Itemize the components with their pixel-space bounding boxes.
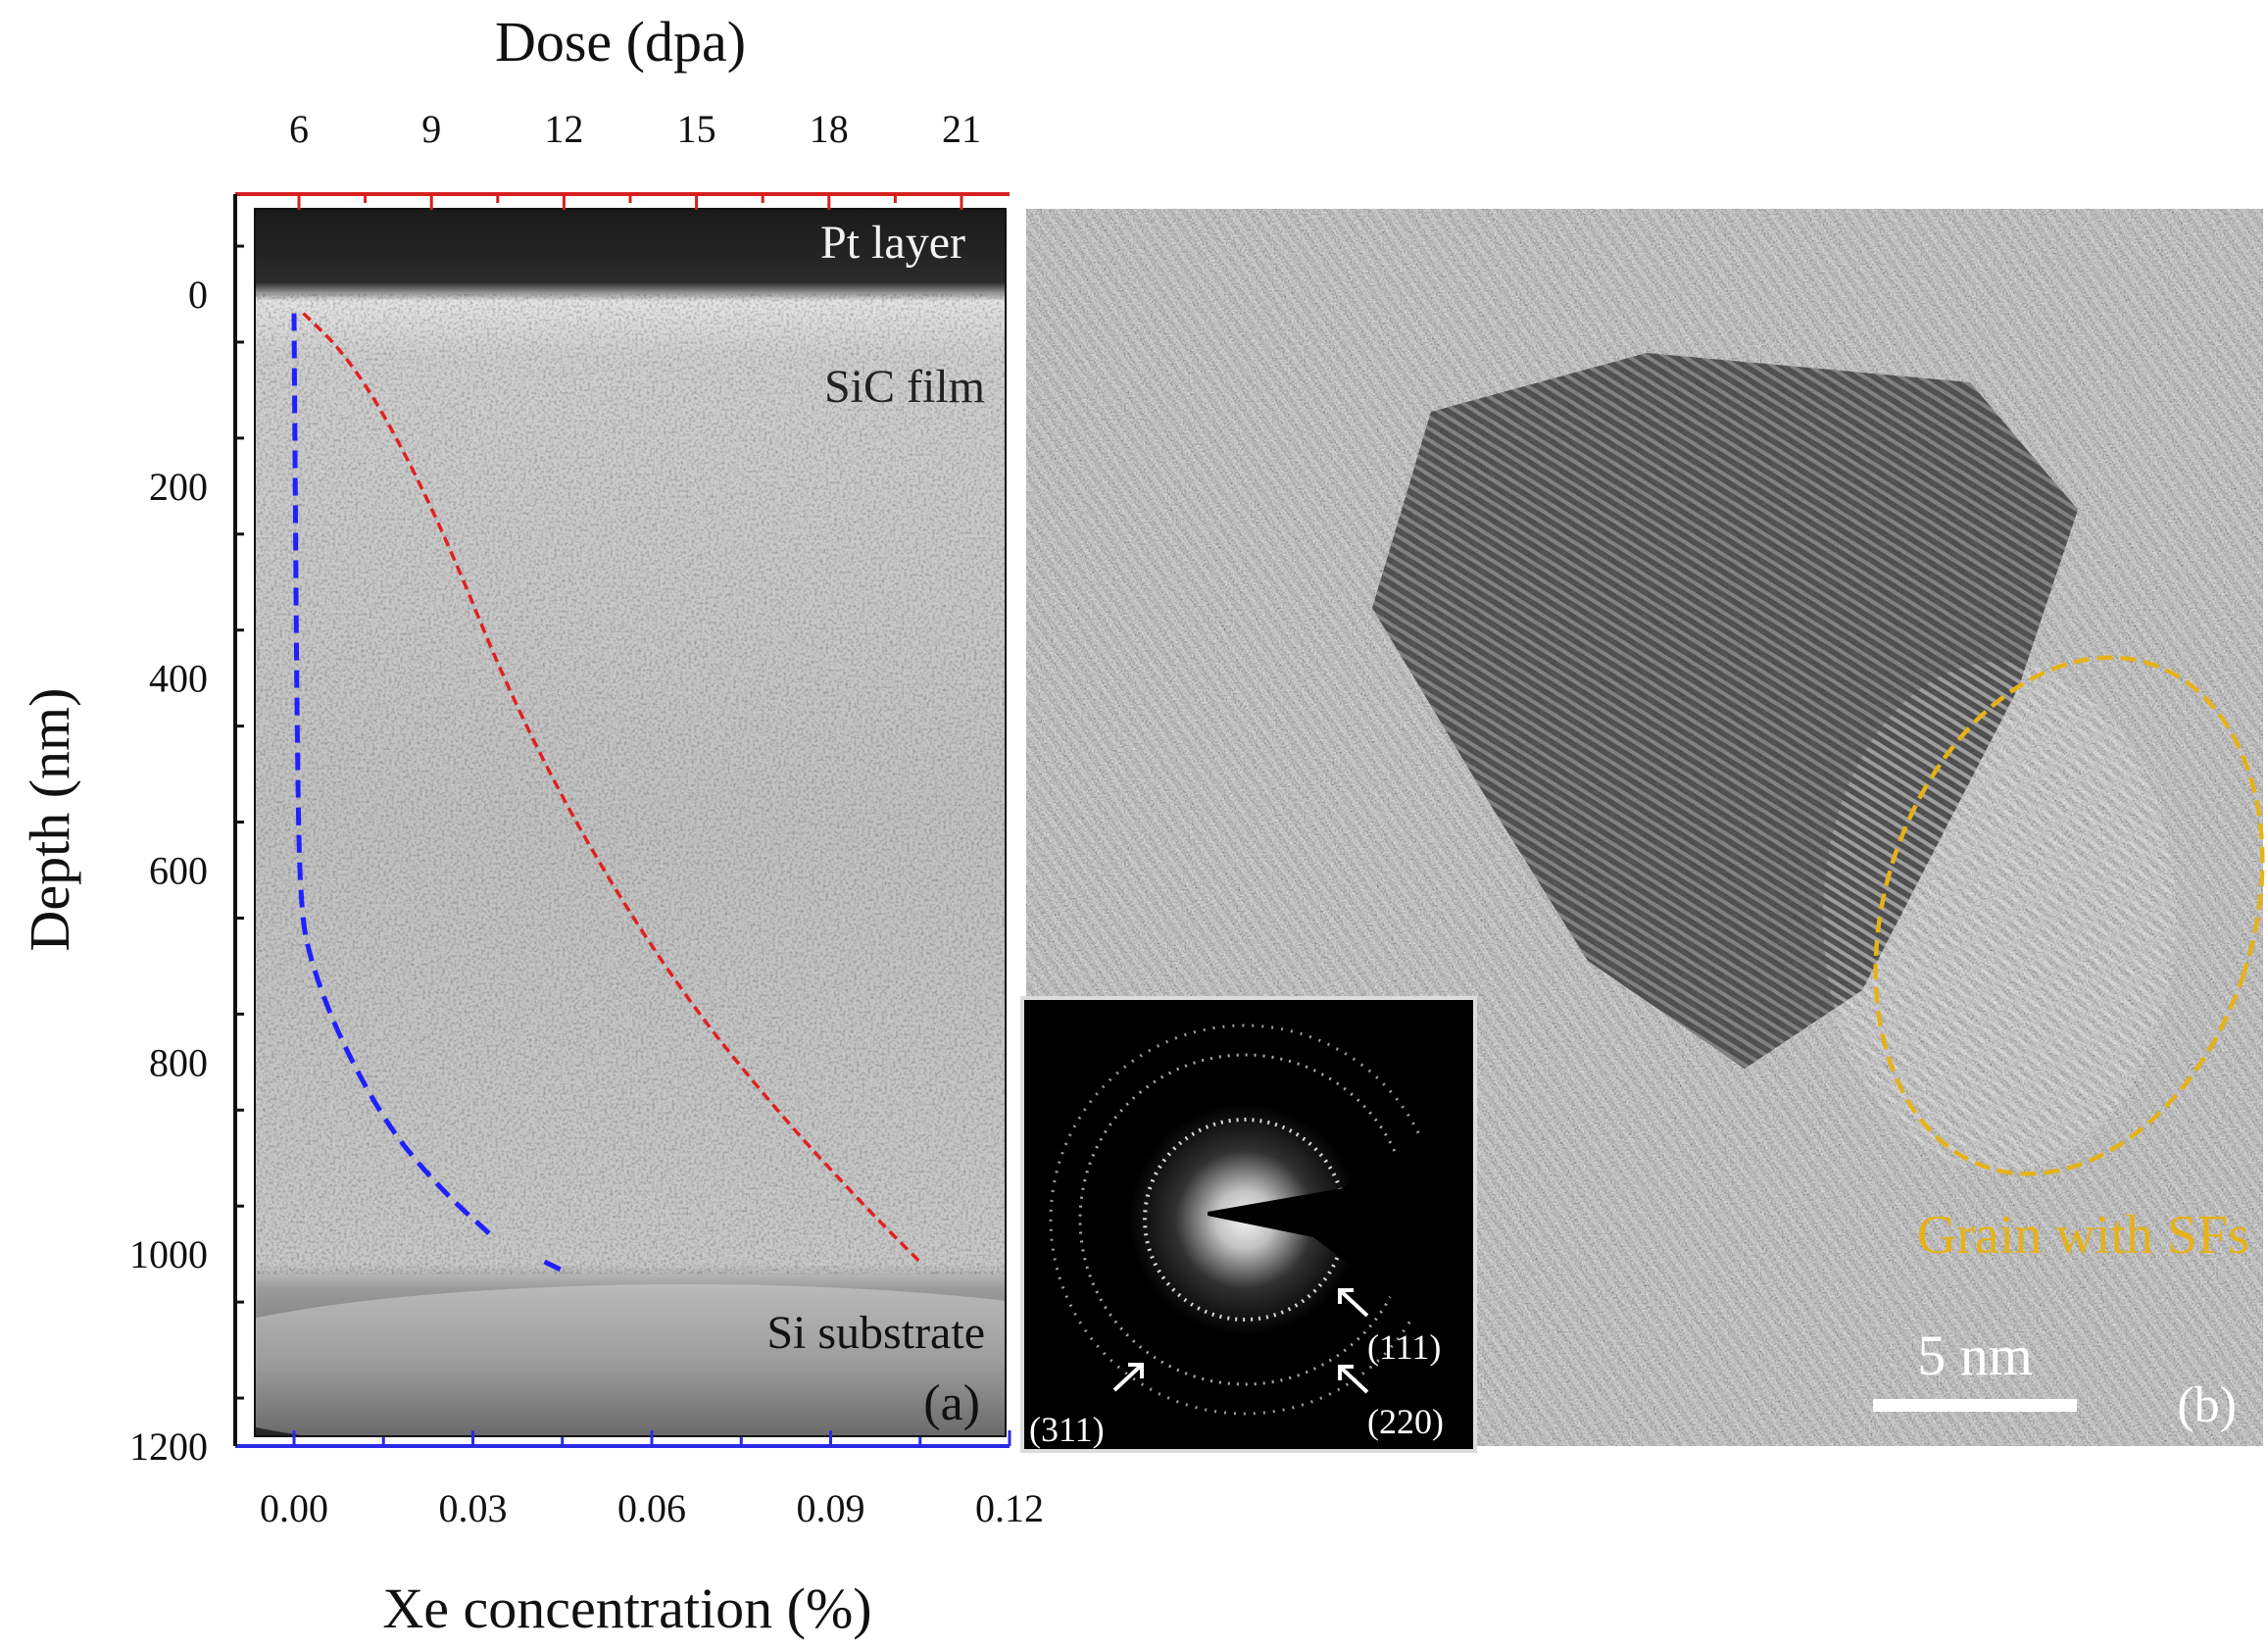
tem-cross-section-image — [255, 209, 1006, 1436]
left-tick-label: 1000 — [129, 1232, 208, 1276]
bottom-tick-label: 0.06 — [617, 1486, 686, 1530]
left-tick-label: 1200 — [129, 1424, 208, 1469]
top-axis-title: Dose (dpa) — [495, 10, 746, 74]
top-tick-label: 9 — [421, 107, 441, 151]
panel-a-tag: (a) — [923, 1375, 980, 1431]
panel-b-tag: (b) — [2177, 1377, 2237, 1433]
left-tick-label: 200 — [149, 465, 208, 509]
left-tick-label: 800 — [149, 1040, 208, 1084]
ring-arrows — [1112, 1288, 1369, 1394]
top-tick-label: 12 — [544, 107, 583, 151]
bottom-tick-label: 0.00 — [260, 1486, 328, 1530]
top-axis-ticks: 6 9 12 15 18 21 — [289, 107, 981, 210]
bottom-tick-label: 0.03 — [439, 1486, 508, 1530]
left-tick-label: 400 — [149, 657, 208, 701]
bottom-axis-title: Xe concentration (%) — [382, 1576, 871, 1640]
saed-label-111: (111) — [1367, 1327, 1441, 1367]
saed-label-311: (311) — [1029, 1410, 1105, 1449]
xe-concentration-curve-tail — [543, 1259, 569, 1276]
saed-inset: (111) (220) (311) — [1020, 996, 1477, 1453]
grain-sf-label: Grain with SFs — [1917, 1205, 2249, 1266]
beam-stop — [1208, 1125, 1470, 1353]
sic-film-label: SiC film — [824, 361, 985, 413]
bottom-axis-ticks: 0.00 0.03 0.06 0.09 0.12 — [260, 1430, 1044, 1530]
xe-concentration-curve — [291, 313, 493, 1237]
pt-layer-label: Pt layer — [820, 217, 965, 269]
saed-label-220: (220) — [1367, 1402, 1444, 1441]
top-tick-label: 6 — [289, 107, 309, 151]
top-tick-label: 21 — [942, 107, 981, 151]
top-tick-label: 15 — [677, 107, 716, 151]
bottom-tick-label: 0.09 — [797, 1486, 865, 1530]
left-axis-ticks: 0 200 400 600 800 1000 1200 — [129, 244, 244, 1469]
scale-bar-label: 5 nm — [1917, 1324, 2033, 1387]
left-tick-label: 600 — [149, 849, 208, 893]
scale-bar — [1873, 1399, 2077, 1412]
grain-sf-outline — [1873, 655, 2265, 1176]
bottom-tick-label: 0.12 — [975, 1486, 1044, 1530]
dose-profile-curve — [302, 312, 923, 1266]
panel-a: 6 9 12 15 18 21 0.00 0.03 0.06 0.09 0.12 0 200 400 6… — [18, 10, 1044, 1640]
panel-b: Grain with SFs 5 nm (b) (111) (220) (311… — [1020, 209, 2265, 1453]
si-substrate-label: Si substrate — [766, 1307, 985, 1359]
left-axis-title: Depth (nm) — [18, 688, 81, 952]
top-tick-label: 18 — [810, 107, 849, 151]
left-tick-label: 0 — [188, 273, 208, 317]
